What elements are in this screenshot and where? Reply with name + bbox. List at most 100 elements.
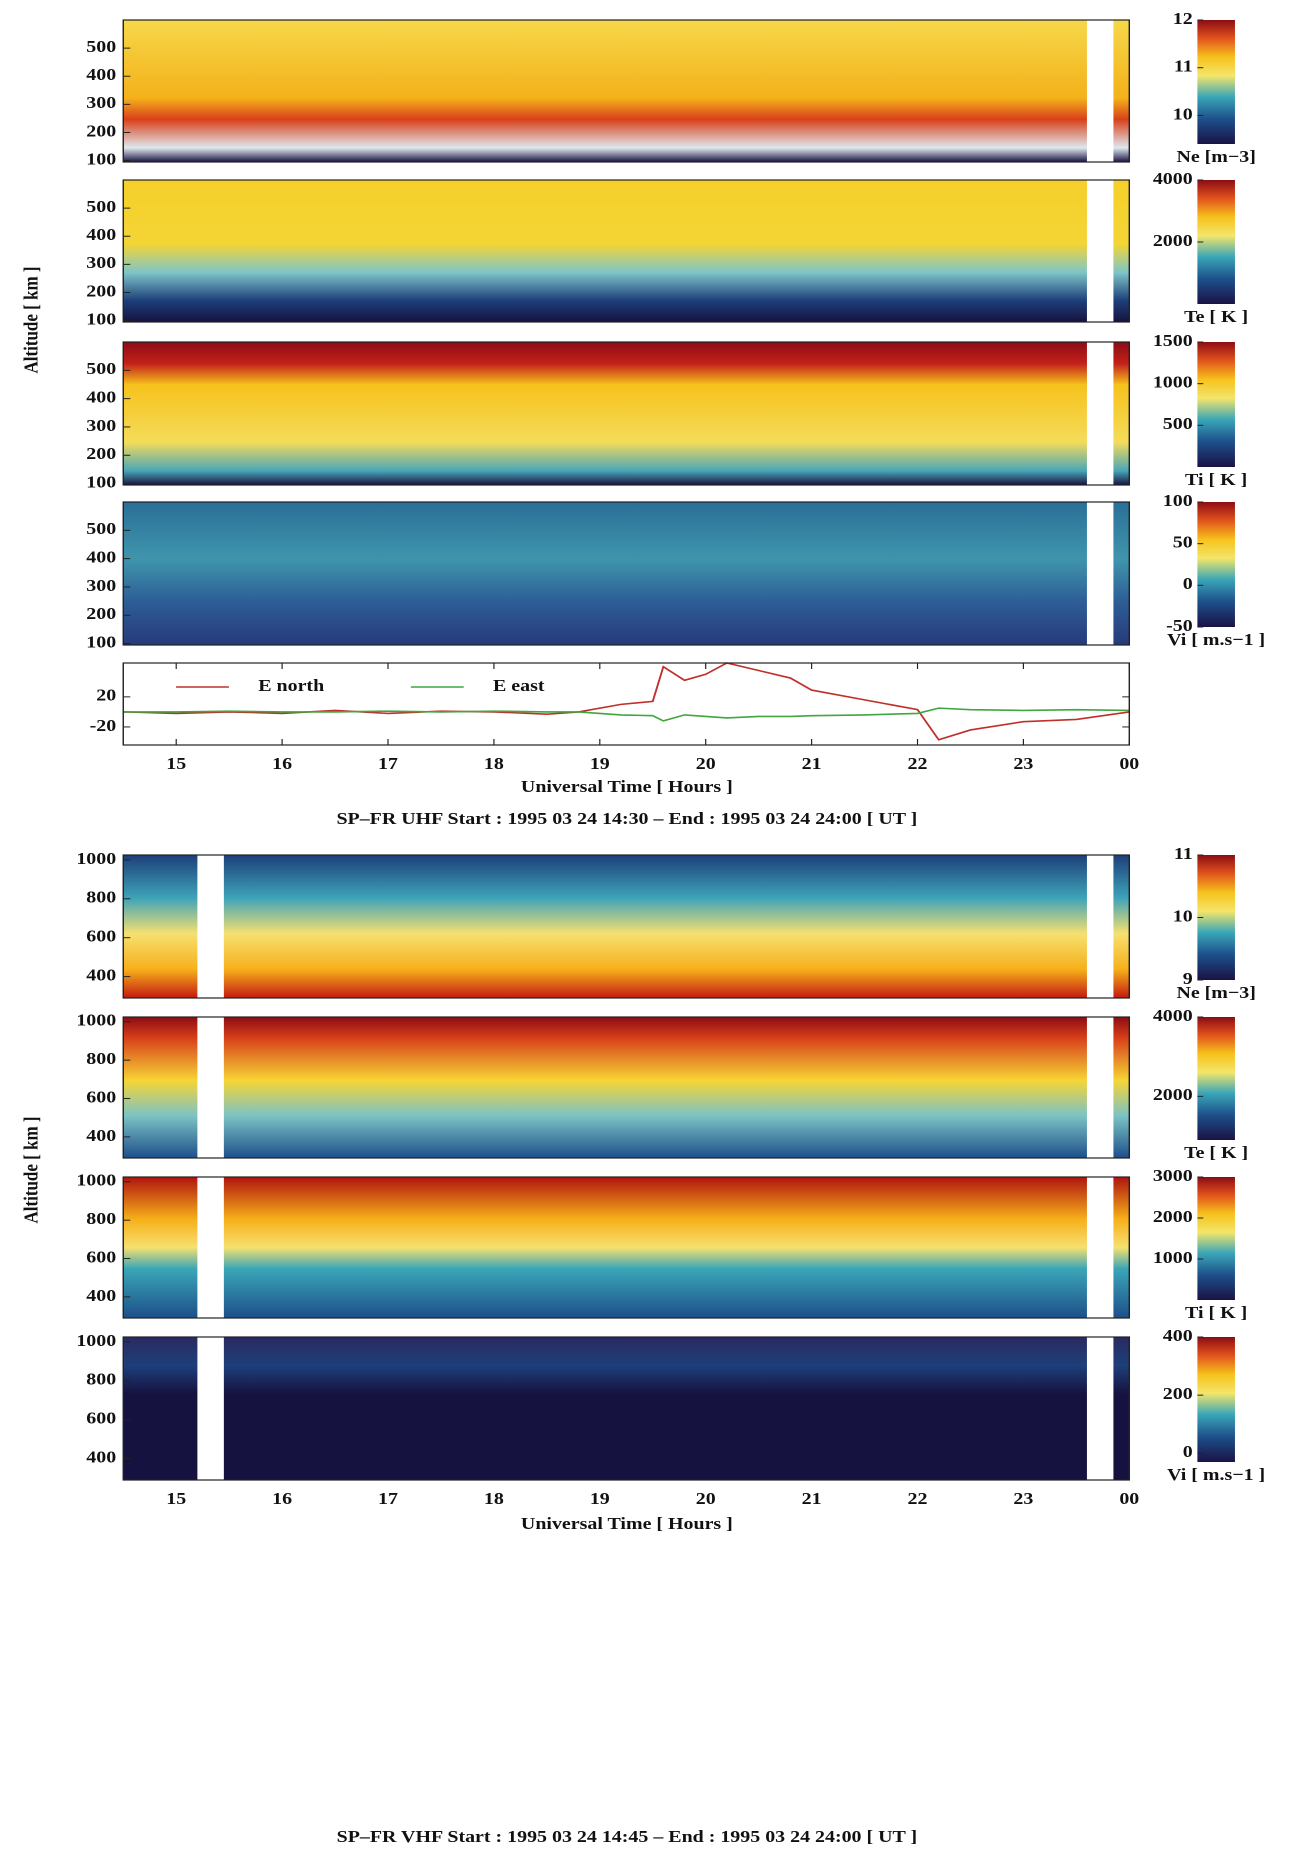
data-gap (197, 855, 224, 998)
frame (122, 179, 1131, 323)
frame (122, 1336, 1131, 1481)
y-tick-label: 600 (86, 1248, 116, 1267)
y-tick-label: 300 (86, 576, 116, 595)
x-tick-label: 19 (590, 754, 610, 773)
data-gap (197, 1337, 224, 1480)
y-tick-label: 400 (86, 1448, 116, 1467)
colorbar (1197, 1177, 1235, 1300)
caption: SP–FR UHF Start : 1995 03 24 14:30 – End… (336, 809, 917, 828)
data-gap (1086, 502, 1114, 645)
colorbar-label: Te [ K ] (1184, 307, 1248, 326)
y-tick-label: 400 (86, 1126, 116, 1145)
x-tick-label: 17 (378, 1489, 398, 1508)
x-tick-label: 20 (696, 1489, 716, 1508)
data-gap (1086, 1337, 1114, 1480)
colorbar-tick-label: 1000 (1153, 373, 1193, 392)
legend-label: E east (493, 676, 545, 695)
colorbar (1197, 342, 1235, 467)
y-tick-label: 400 (86, 388, 116, 407)
y-tick-label: 300 (86, 416, 116, 435)
y-tick-label: 1000 (76, 1171, 116, 1190)
y-tick-label: 1000 (76, 1331, 116, 1350)
x-tick-label: 18 (484, 754, 504, 773)
y-tick-label: 100 (86, 633, 116, 652)
colorbar-label: Vi [ m.s−1 ] (1167, 1465, 1265, 1484)
y-tick-label: 500 (86, 37, 116, 56)
colorbar-label: Ne [m−3] (1176, 983, 1255, 1002)
y-tick-label: 400 (86, 966, 116, 985)
y-tick-label: 1000 (76, 1011, 116, 1030)
colorbar-tick-label: 11 (1174, 57, 1193, 76)
colorbar-tick-label: 2000 (1153, 231, 1193, 250)
colorbar-label: Ne [m−3] (1176, 147, 1255, 166)
heatmap-field (123, 20, 1130, 162)
y-tick-label: 600 (86, 927, 116, 946)
x-tick-label: 00 (1119, 754, 1139, 773)
colorbar-tick-label: 3000 (1153, 1166, 1193, 1185)
frame (122, 854, 1131, 999)
y-tick-label: 500 (86, 360, 116, 379)
data-gap (1086, 180, 1114, 322)
y-tick-label: 100 (86, 473, 116, 492)
heatmap-field (123, 855, 1130, 998)
y-tick-label: 800 (86, 1209, 116, 1228)
x-axis-label: Universal Time [ Hours ] (521, 1514, 733, 1533)
colorbar-tick-label: 4000 (1153, 169, 1193, 188)
colorbar-tick-label: 1500 (1153, 331, 1193, 350)
colorbar-label: Te [ K ] (1184, 1143, 1248, 1162)
y-tick-label: 200 (86, 282, 116, 301)
data-gap (1086, 342, 1114, 485)
heatmap-field (123, 1177, 1130, 1318)
data-line (123, 662, 1130, 741)
colorbar (1197, 20, 1235, 144)
data-line (123, 707, 1130, 722)
heatmap-field (123, 342, 1130, 485)
colorbar-tick-label: 50 (1173, 533, 1193, 552)
y-axis-label: Altitude [ km ] (20, 266, 43, 373)
colorbar-tick-label: 100 (1163, 491, 1193, 510)
legend-label: E north (258, 676, 325, 695)
y-tick-label: 400 (86, 225, 116, 244)
y-tick-label: 500 (86, 520, 116, 539)
x-axis-label: Universal Time [ Hours ] (521, 777, 733, 796)
colorbar-tick-label: 400 (1163, 1326, 1193, 1345)
y-tick-label: 800 (86, 888, 116, 907)
caption: SP–FR VHF Start : 1995 03 24 14:45 – End… (337, 1827, 917, 1846)
x-tick-label: 22 (908, 754, 928, 773)
y-tick-label: 400 (86, 1286, 116, 1305)
y-tick-label: 800 (86, 1049, 116, 1068)
heatmap-field (123, 502, 1130, 645)
y-tick-label: 600 (86, 1409, 116, 1428)
colorbar-tick-label: 2000 (1153, 1086, 1193, 1105)
x-tick-label: 23 (1013, 1489, 1033, 1508)
y-tick-label: 100 (86, 310, 116, 329)
colorbar-tick-label: 0 (1183, 1443, 1193, 1462)
x-tick-label: 16 (272, 754, 292, 773)
data-gap (1086, 855, 1114, 998)
colorbar-tick-label: 9 (1183, 969, 1193, 988)
y-tick-label: 500 (86, 197, 116, 216)
y-tick-label: 800 (86, 1370, 116, 1389)
x-tick-label: 16 (272, 1489, 292, 1508)
frame (122, 19, 1131, 163)
x-tick-label: 21 (802, 1489, 822, 1508)
y-tick-label: -20 (90, 716, 117, 735)
x-tick-label: 15 (166, 1489, 186, 1508)
x-tick-label: 15 (166, 754, 186, 773)
colorbar-tick-label: 200 (1163, 1384, 1193, 1403)
y-tick-label: 300 (86, 94, 116, 113)
colorbar (1197, 180, 1235, 304)
y-tick-label: 400 (86, 65, 116, 84)
y-tick-label: 100 (86, 150, 116, 169)
data-gap (1086, 20, 1114, 162)
frame (122, 1176, 1131, 1319)
colorbar-tick-label: 1000 (1153, 1248, 1193, 1267)
colorbar-tick-label: -50 (1166, 616, 1193, 635)
colorbar-tick-label: 4000 (1153, 1006, 1193, 1025)
colorbar-tick-label: 11 (1174, 844, 1193, 863)
y-tick-label: 600 (86, 1088, 116, 1107)
data-gap (197, 1177, 224, 1318)
x-tick-label: 18 (484, 1489, 504, 1508)
colorbar (1197, 855, 1235, 980)
